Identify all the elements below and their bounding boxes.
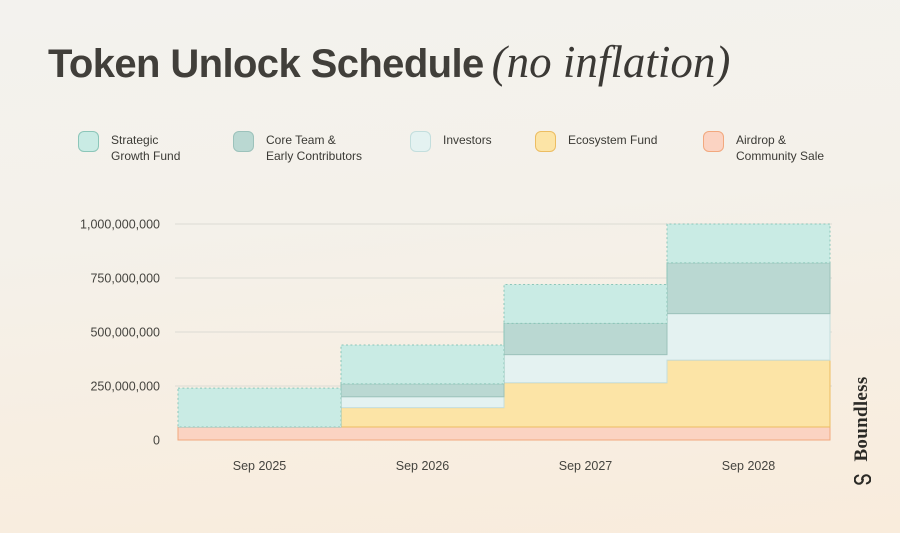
brand-mark: Boundless — [851, 352, 873, 512]
area-airdrop-community-sale — [177, 426, 831, 441]
boundless-logo-icon — [853, 473, 871, 485]
legend-item-airdrop-community-sale: Airdrop & Community Sale — [703, 131, 824, 164]
legend-swatch-core-team-early-contributors — [233, 131, 254, 152]
legend-label-investors: Investors — [443, 133, 492, 147]
legend-label-strategic-growth-fund: Strategic Growth Fund — [111, 133, 181, 163]
legend-item-strategic-growth-fund: Strategic Growth Fund — [78, 131, 180, 164]
legend-item-ecosystem-fund: Ecosystem Fund — [535, 131, 657, 152]
y-tick-label-250000000: 250,000,000 — [90, 380, 160, 394]
legend-label-ecosystem-fund: Ecosystem Fund — [568, 133, 658, 147]
area-strategic-growth-fund — [177, 223, 831, 428]
legend-item-core-team-early-contributors: Core Team & Early Contributors — [233, 131, 362, 164]
page-title: Token Unlock Schedule (no inflation) — [48, 36, 730, 88]
x-tick-label-sep-2026: Sep 2026 — [396, 459, 450, 473]
page-title-suffix: (no inflation) — [491, 37, 731, 87]
legend-swatch-airdrop-community-sale — [703, 131, 724, 152]
legend-swatch-strategic-growth-fund — [78, 131, 99, 152]
brand-name: Boundless — [851, 376, 872, 462]
y-tick-label-500000000: 500,000,000 — [90, 326, 160, 340]
legend-swatch-ecosystem-fund — [535, 131, 556, 152]
y-tick-label-1000000000: 1,000,000,000 — [80, 218, 160, 232]
x-tick-label-sep-2027: Sep 2027 — [559, 459, 613, 473]
page-title-main: Token Unlock Schedule — [48, 42, 484, 86]
x-tick-label-sep-2028: Sep 2028 — [722, 459, 776, 473]
legend-item-investors: Investors — [410, 131, 492, 152]
y-tick-label-750000000: 750,000,000 — [90, 272, 160, 286]
legend-swatch-investors — [410, 131, 431, 152]
y-tick-label-0: 0 — [153, 434, 160, 448]
x-tick-label-sep-2025: Sep 2025 — [233, 459, 287, 473]
legend-label-core-team-early-contributors: Core Team & Early Contributors — [266, 133, 363, 163]
legend-label-airdrop-community-sale: Airdrop & Community Sale — [736, 133, 825, 163]
